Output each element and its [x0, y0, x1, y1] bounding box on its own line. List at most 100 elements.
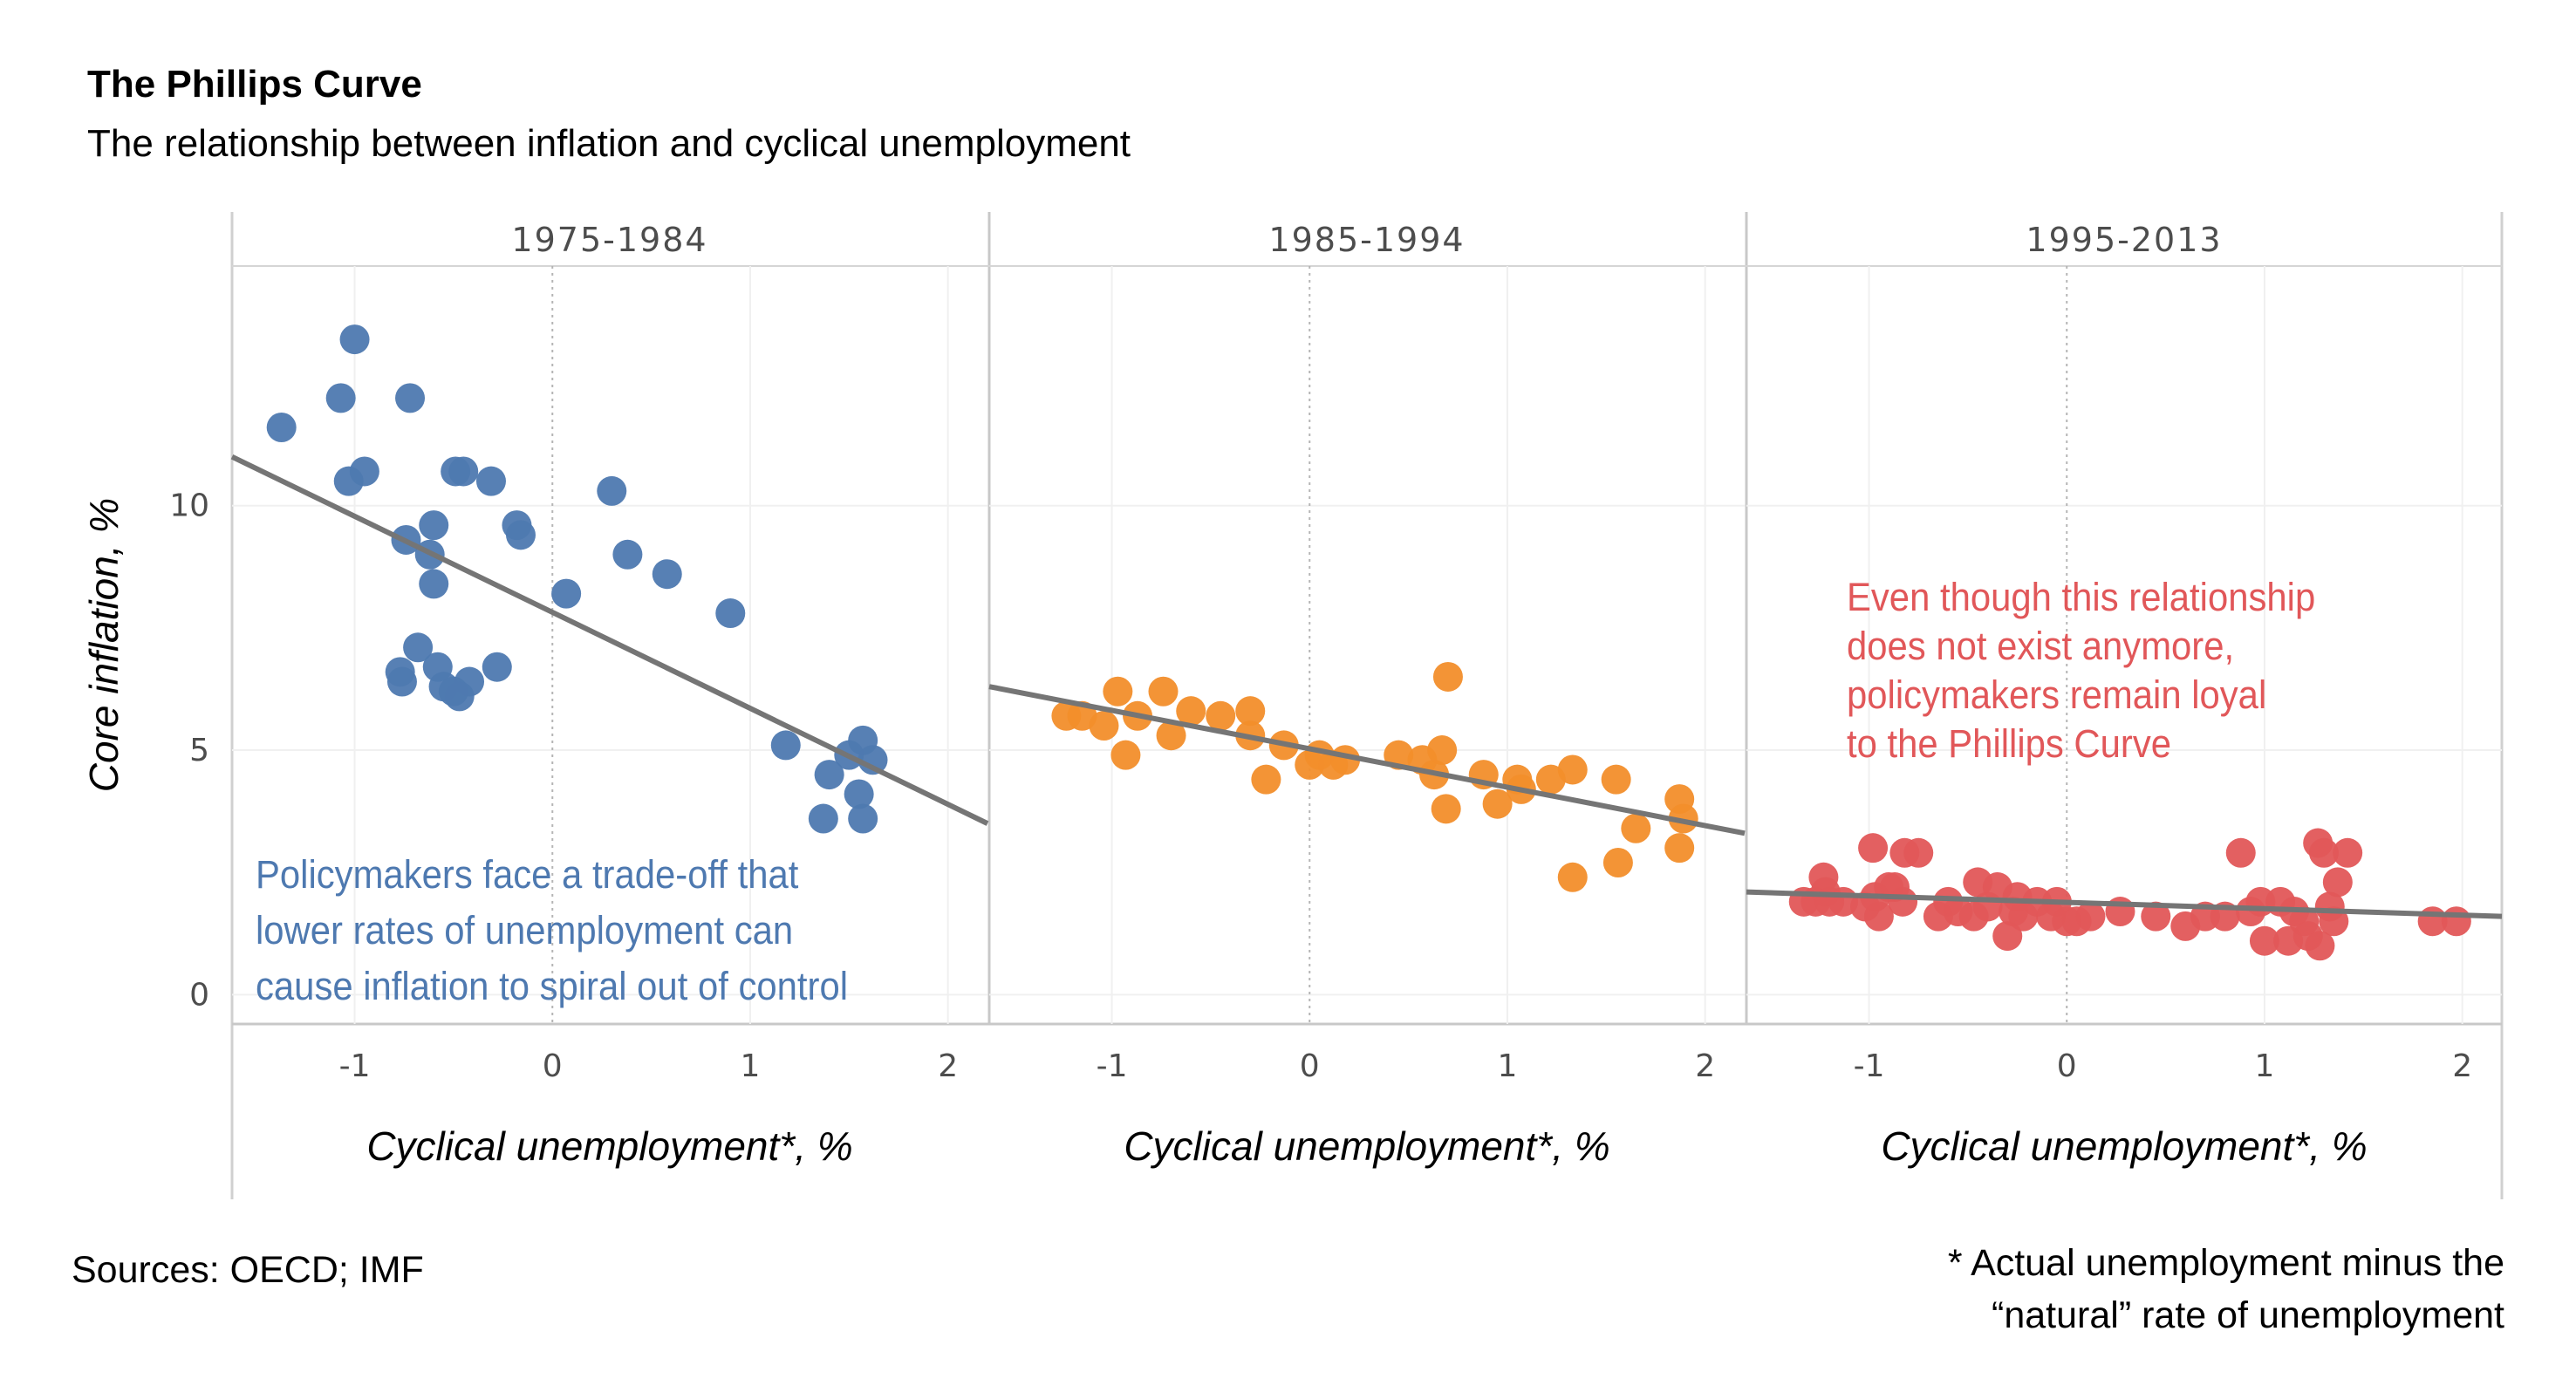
data-point	[2441, 906, 2471, 937]
data-point	[505, 520, 536, 550]
data-point	[1557, 862, 1588, 892]
chart-subtitle: The relationship between inflation and c…	[87, 122, 1131, 165]
panel-1985-1994: 1985-1994 -1 0 1 2 Cyclical unemployment*, %	[988, 221, 1746, 1169]
data-point	[475, 466, 506, 496]
data-point	[844, 779, 874, 809]
panel-1995-2013: 1995-2013 -1 0 1 2 Cyclical unemployment*, % E…	[1746, 221, 2503, 1169]
panel-strip-label: 1995-2013	[2026, 221, 2222, 259]
data-point	[1206, 700, 1236, 731]
data-point	[597, 475, 627, 506]
x-tick-label: 1	[1498, 1048, 1518, 1084]
data-point	[2249, 925, 2279, 956]
data-point	[266, 413, 297, 443]
y-axis-title: Core inflation, %	[81, 498, 126, 793]
x-tick-label: -1	[1097, 1048, 1128, 1084]
data-point	[1664, 833, 1695, 864]
y-tick-label: 0	[189, 977, 209, 1013]
y-tick-label: 5	[189, 733, 209, 768]
x-tick-label: 0	[1300, 1048, 1320, 1084]
data-point	[448, 456, 479, 487]
data-point	[339, 324, 370, 355]
data-point	[1427, 735, 1458, 766]
data-point	[1482, 788, 1513, 819]
sources-note: Sources: OECD; IMF	[72, 1249, 424, 1291]
data-point	[1176, 696, 1206, 727]
data-point	[1103, 676, 1133, 707]
x-tick-label: 1	[741, 1048, 761, 1084]
data-point	[1148, 676, 1179, 707]
panel-strip-label: 1975-1984	[511, 221, 707, 259]
x-axis-title: Cyclical unemployment*, %	[366, 1123, 852, 1169]
data-point	[1888, 886, 1918, 917]
panel-points	[1051, 661, 1698, 892]
data-point	[395, 383, 426, 413]
data-point	[2225, 837, 2256, 868]
panel-frame	[230, 212, 2504, 1199]
data-point	[1251, 764, 1281, 795]
y-axis: 0 5 10 Core inflation, %	[81, 488, 209, 1014]
annotation-line: Even though this relationship	[1847, 577, 2315, 620]
data-point	[419, 569, 449, 599]
data-point	[1621, 813, 1651, 843]
annotation-line: does not exist anymore,	[1847, 625, 2234, 669]
data-point	[1668, 803, 1698, 834]
x-tick-label: -1	[339, 1048, 371, 1084]
panel-annotation: Policymakers face a trade-off that lower …	[256, 854, 848, 1009]
data-point	[2319, 906, 2349, 937]
data-point	[386, 666, 417, 697]
data-point	[2333, 837, 2363, 868]
panel-gridlines	[989, 266, 1745, 1024]
data-point	[1432, 661, 1463, 692]
panel-points	[266, 324, 888, 834]
x-tick-label: 1	[2255, 1048, 2275, 1084]
panel-strip-label: 1985-1994	[1268, 221, 1465, 259]
data-point	[2308, 837, 2339, 868]
annotation-line: policymakers remain loyal	[1847, 674, 2266, 718]
data-point	[419, 510, 449, 541]
data-point	[1602, 847, 1633, 877]
footnote-line-1: * Actual unemployment minus the	[1947, 1242, 2504, 1284]
x-tick-label: 2	[2452, 1048, 2472, 1084]
data-point	[1235, 696, 1266, 727]
data-point	[652, 559, 682, 590]
data-point	[1110, 740, 1141, 770]
trend-line	[988, 684, 1746, 836]
annotation-line: lower rates of unemployment can	[256, 910, 793, 953]
footnote: * Actual unemployment minus the “natural…	[1948, 1237, 2504, 1341]
panel-1975-1984: 1975-1984 -1 0 1 2 Cyclical unemployment*, % P…	[230, 221, 989, 1169]
x-tick-label: -1	[1854, 1048, 1885, 1084]
data-point	[403, 632, 434, 663]
trend-line	[230, 454, 989, 826]
data-point	[808, 803, 838, 834]
data-point	[848, 803, 878, 834]
data-point	[612, 539, 643, 570]
footnote-line-2: “natural” rate of unemployment	[1992, 1294, 2504, 1336]
data-point	[1089, 711, 1119, 741]
data-point	[444, 681, 475, 712]
data-point	[325, 383, 356, 413]
data-point	[1557, 754, 1588, 785]
y-tick-label: 10	[169, 488, 209, 524]
data-point	[715, 598, 746, 629]
data-point	[349, 456, 379, 487]
annotation-line: to the Phillips Curve	[1847, 723, 2171, 767]
panel-points	[1788, 828, 2471, 961]
x-tick-label: 0	[543, 1048, 563, 1084]
data-point	[1903, 837, 1934, 868]
chart-title: The Phillips Curve	[87, 63, 422, 106]
data-point	[482, 652, 512, 682]
data-point	[1858, 833, 1889, 864]
x-axis-title: Cyclical unemployment*, %	[1124, 1123, 1609, 1169]
data-point	[2141, 901, 2171, 932]
data-point	[1156, 720, 1186, 751]
annotation-line: cause inflation to spiral out of control	[256, 966, 848, 1009]
trend-line	[1746, 889, 2503, 919]
panel-annotation: Even though this relationship does not ex…	[1847, 577, 2315, 767]
x-tick-label: 2	[938, 1048, 958, 1084]
data-point	[2305, 931, 2335, 961]
x-tick-label: 2	[1695, 1048, 1715, 1084]
data-point	[1431, 794, 1461, 824]
data-point	[2075, 901, 2106, 932]
data-point	[551, 578, 582, 609]
